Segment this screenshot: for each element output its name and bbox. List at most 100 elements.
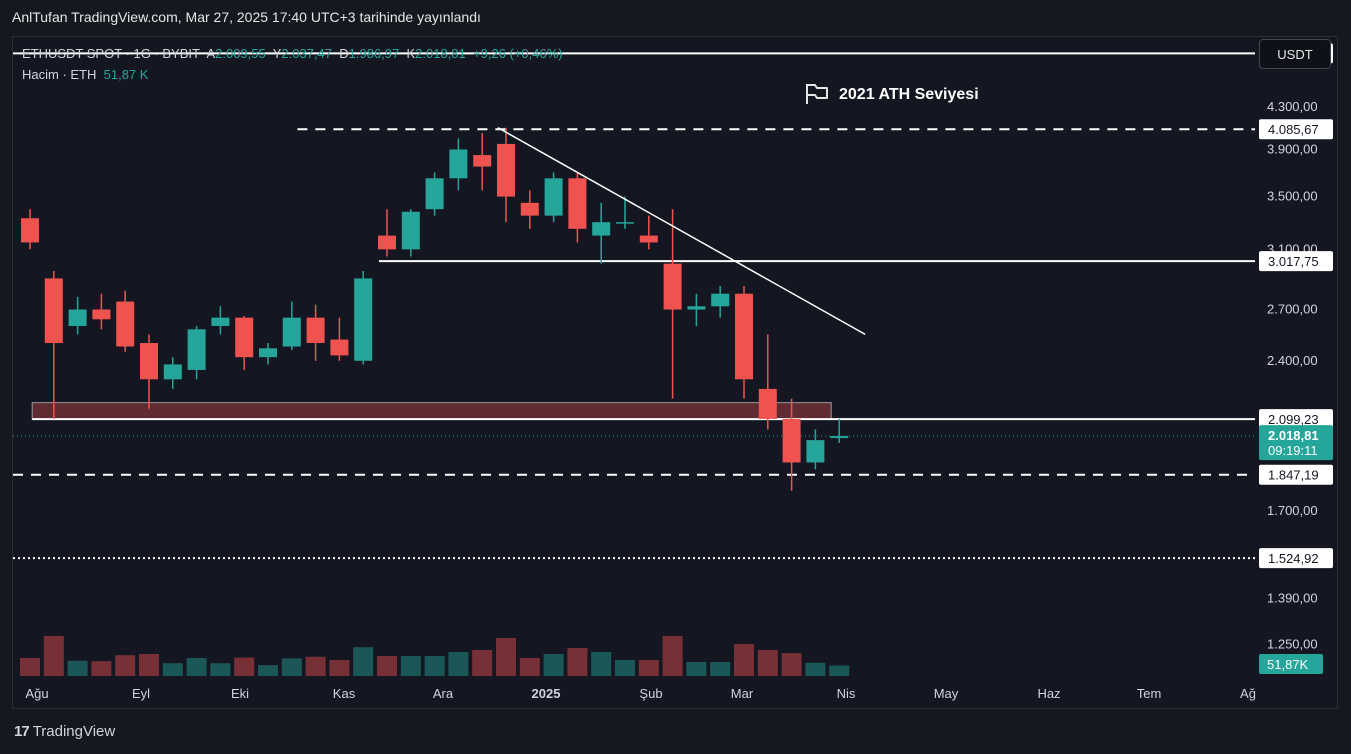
candle[interactable] xyxy=(711,293,730,307)
volume-bar xyxy=(734,644,754,676)
candle[interactable] xyxy=(235,317,254,358)
time-tick-label: Mar xyxy=(731,686,754,701)
volume-bar xyxy=(829,665,850,676)
candle[interactable] xyxy=(830,436,849,439)
volume-bar xyxy=(662,636,683,676)
volume-bar xyxy=(186,658,207,676)
price-tick-label: 1.390,00 xyxy=(1267,591,1318,606)
volume-bar xyxy=(591,652,612,676)
candle[interactable] xyxy=(663,263,682,310)
volume-bar xyxy=(67,660,88,676)
candle[interactable] xyxy=(616,222,634,224)
candle[interactable] xyxy=(354,278,373,361)
volume-bar xyxy=(424,656,445,676)
logo-mark: 17 xyxy=(14,723,30,740)
candle[interactable] xyxy=(758,388,777,419)
volume-bar xyxy=(710,662,731,676)
volume-bar xyxy=(472,650,493,676)
candle[interactable] xyxy=(330,339,349,356)
price-tick-label: 2.400,00 xyxy=(1267,353,1318,368)
published-caption: AnlTufan TradingView.com, Mar 27, 2025 1… xyxy=(12,9,481,25)
volume-bar xyxy=(400,656,421,676)
open-label: A xyxy=(206,46,216,61)
candle[interactable] xyxy=(163,364,182,380)
candle[interactable] xyxy=(282,317,301,347)
level-price-badge xyxy=(1259,464,1333,485)
level-price-badge xyxy=(1259,119,1333,140)
time-tick-label: Ara xyxy=(433,686,454,701)
candle[interactable] xyxy=(68,309,87,326)
time-tick-label: Şub xyxy=(639,686,662,701)
price-tick-label: 3.500,00 xyxy=(1267,189,1318,204)
ohlc-legend: ETHUSDT SPOT · 1G · BYBIT A2.009,55 Y2.0… xyxy=(22,46,563,61)
volume-legend: Hacim · ETH 51,87 K xyxy=(22,67,148,82)
volume-label[interactable]: Hacim · ETH xyxy=(22,67,97,82)
candle[interactable] xyxy=(544,178,563,216)
symbol-info[interactable]: ETHUSDT SPOT · 1G · BYBIT xyxy=(22,46,200,61)
time-tick-label: Ağ xyxy=(1240,686,1256,701)
time-tick-label: Kas xyxy=(333,686,356,701)
low-value: 1.986,97 xyxy=(348,46,400,61)
current-price-label: 2.018,81 xyxy=(1268,428,1319,443)
candle[interactable] xyxy=(568,178,587,229)
volume-bar xyxy=(519,658,540,676)
trendline[interactable] xyxy=(497,127,866,336)
candle[interactable] xyxy=(116,301,135,347)
support-zone[interactable] xyxy=(31,402,832,420)
candle[interactable] xyxy=(782,418,801,463)
volume-bar xyxy=(162,663,183,676)
logo-text: TradingView xyxy=(32,723,116,740)
volume-bar xyxy=(805,662,826,676)
candle[interactable] xyxy=(92,309,111,320)
candle[interactable] xyxy=(187,329,206,370)
chart-frame xyxy=(12,36,1338,709)
price-tick-label: 3.900,00 xyxy=(1267,141,1318,156)
candle[interactable] xyxy=(259,348,277,358)
candle[interactable] xyxy=(592,222,611,236)
volume-badge-label: 51,87K xyxy=(1267,657,1309,672)
price-axis: 4.300,003.900,003.500,003.100,002.700,00… xyxy=(1259,43,1333,674)
tradingview-logo[interactable]: 17 TradingView xyxy=(14,723,115,740)
level-price-badge xyxy=(1259,251,1333,272)
candle[interactable] xyxy=(21,218,39,243)
candle[interactable] xyxy=(401,211,420,250)
high-value: 2.037,47 xyxy=(281,46,333,61)
change-value: +9,26 (+0,46%) xyxy=(473,46,563,61)
volume-bar xyxy=(43,636,64,676)
candle[interactable] xyxy=(306,317,325,344)
flag-icon xyxy=(806,84,828,104)
ath-annotation: 2021 ATH Seviyesi xyxy=(806,84,979,104)
candle[interactable] xyxy=(520,202,539,216)
time-tick-label: Nis xyxy=(837,686,856,701)
low-label: D xyxy=(339,46,349,61)
candle[interactable] xyxy=(687,306,706,310)
candle[interactable] xyxy=(140,343,158,380)
candle[interactable] xyxy=(639,235,658,243)
price-tick-label: 4.300,00 xyxy=(1267,99,1318,114)
currency-button[interactable]: USDT xyxy=(1259,39,1331,69)
time-tick-label: Haz xyxy=(1037,686,1060,701)
level-price-label: 3.017,75 xyxy=(1268,254,1319,269)
volume-badge xyxy=(1259,654,1323,674)
level-price-label: 2.099,23 xyxy=(1268,412,1319,427)
volume-bar xyxy=(496,638,516,676)
volume-bar xyxy=(281,658,302,676)
candle[interactable] xyxy=(449,149,468,179)
candle[interactable] xyxy=(473,155,492,167)
candle[interactable] xyxy=(378,235,396,250)
time-tick-label: Ağu xyxy=(25,686,48,701)
volume-bar xyxy=(757,650,778,676)
candle[interactable] xyxy=(425,178,444,210)
volume-bar xyxy=(210,663,231,676)
volume-bar xyxy=(353,647,374,676)
candle[interactable] xyxy=(806,440,825,463)
support-zone-layer xyxy=(31,402,832,420)
time-tick-label: Eyl xyxy=(132,686,150,701)
volume-bars xyxy=(20,636,850,676)
candle[interactable] xyxy=(44,278,63,344)
candle[interactable] xyxy=(211,317,230,326)
candle[interactable] xyxy=(735,293,753,380)
candle[interactable] xyxy=(497,143,515,197)
level-price-badge xyxy=(1259,548,1333,569)
